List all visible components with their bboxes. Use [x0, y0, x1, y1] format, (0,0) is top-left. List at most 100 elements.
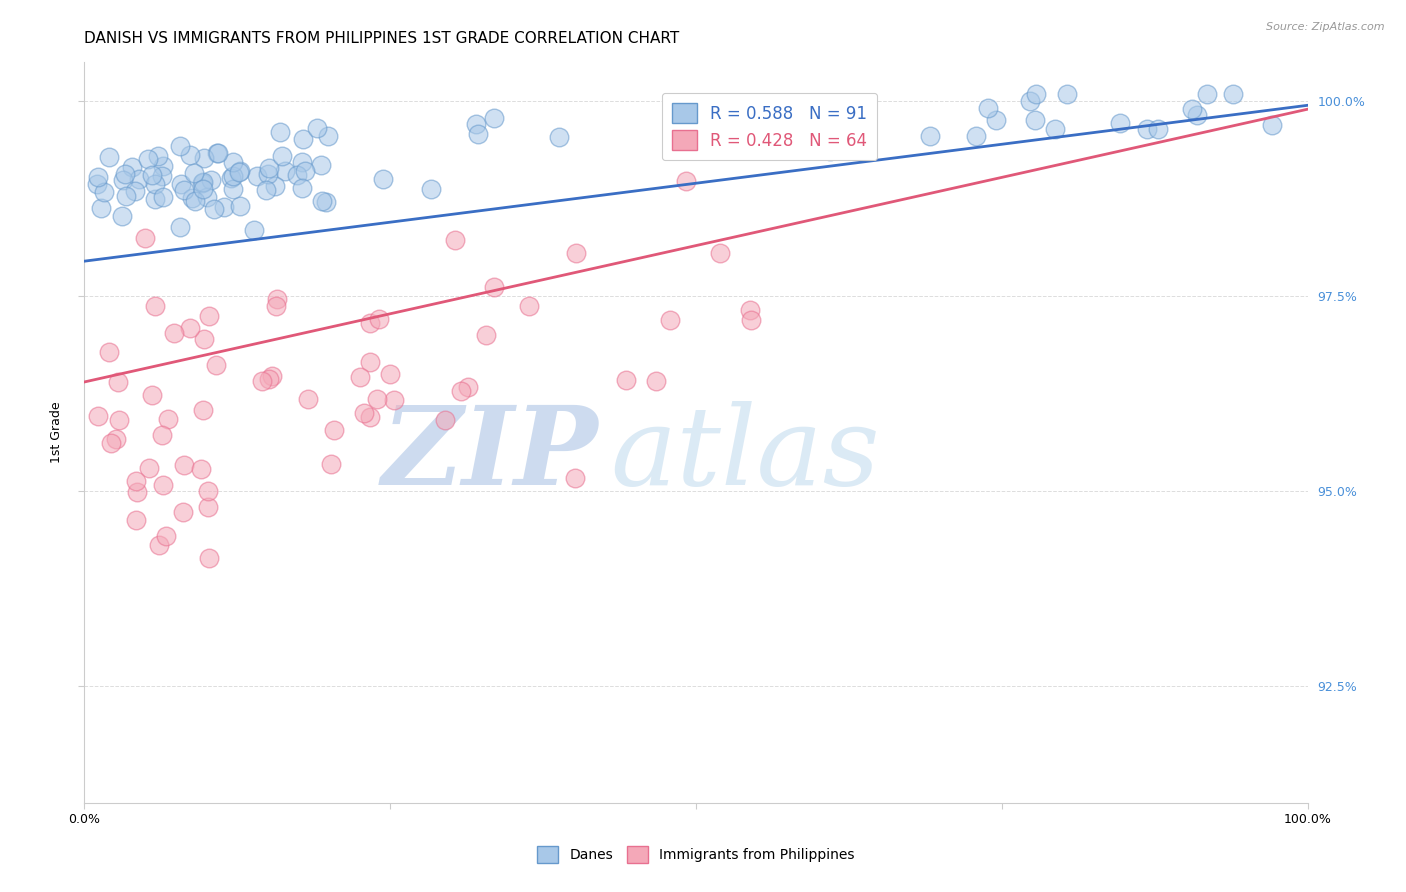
Point — [243, 223, 266, 237]
Point — [464, 117, 486, 131]
Point — [205, 145, 228, 160]
Point — [222, 181, 245, 195]
Point — [141, 388, 163, 402]
Point — [257, 161, 280, 175]
Text: Source: ZipAtlas.com: Source: ZipAtlas.com — [1267, 22, 1385, 32]
Point — [172, 505, 194, 519]
Point — [179, 321, 201, 335]
Point — [1056, 87, 1078, 101]
Point — [309, 157, 332, 171]
Point — [257, 372, 280, 386]
Point — [200, 172, 222, 186]
Point — [87, 409, 110, 423]
Point — [107, 375, 129, 389]
Point — [152, 478, 174, 492]
Point — [260, 368, 283, 383]
Point — [134, 231, 156, 245]
Point — [378, 368, 401, 382]
Point — [136, 153, 159, 167]
Point — [353, 406, 375, 420]
Point — [1181, 102, 1204, 116]
Point — [434, 412, 457, 426]
Point — [155, 529, 177, 543]
Point — [150, 428, 173, 442]
Point — [193, 332, 215, 346]
Point — [173, 458, 195, 472]
Point — [1222, 87, 1244, 101]
Point — [150, 169, 173, 183]
Point — [93, 186, 115, 200]
Point — [311, 194, 333, 208]
Point — [517, 300, 540, 314]
Point — [359, 355, 381, 369]
Point — [645, 374, 668, 388]
Point — [222, 169, 245, 184]
Point — [443, 234, 465, 248]
Point — [484, 279, 506, 293]
Point — [359, 316, 381, 330]
Point — [121, 161, 143, 175]
Point — [152, 160, 174, 174]
Point — [86, 177, 108, 191]
Point — [264, 299, 287, 313]
Point — [114, 167, 136, 181]
Point — [138, 461, 160, 475]
Point — [1136, 121, 1159, 136]
Point — [197, 500, 219, 514]
Point — [270, 149, 292, 163]
Point — [198, 550, 221, 565]
Point — [246, 169, 269, 184]
Point — [287, 168, 309, 182]
Point — [294, 164, 316, 178]
Point — [257, 167, 280, 181]
Point — [90, 202, 112, 216]
Point — [87, 170, 110, 185]
Point — [98, 345, 121, 359]
Point — [191, 175, 214, 189]
Point — [965, 129, 987, 144]
Point — [675, 174, 697, 188]
Point — [1185, 108, 1208, 122]
Point — [124, 184, 146, 198]
Point — [98, 150, 121, 164]
Point — [1260, 118, 1282, 132]
Point — [307, 121, 329, 136]
Point — [818, 144, 841, 158]
Point — [198, 309, 221, 323]
Point — [475, 328, 498, 343]
Text: atlas: atlas — [610, 401, 880, 508]
Point — [207, 145, 229, 160]
Point — [125, 484, 148, 499]
Point — [315, 195, 337, 210]
Point — [115, 188, 138, 202]
Point — [143, 178, 166, 192]
Point — [254, 182, 277, 196]
Point — [371, 172, 394, 186]
Point — [291, 155, 314, 169]
Point — [152, 190, 174, 204]
Point — [1018, 95, 1040, 109]
Point — [291, 180, 314, 194]
Point — [180, 191, 202, 205]
Point — [170, 177, 193, 191]
Point — [564, 471, 586, 485]
Point — [190, 176, 212, 190]
Point — [1025, 87, 1047, 101]
Point — [976, 101, 998, 115]
Point — [565, 245, 588, 260]
Point — [111, 209, 134, 223]
Point — [709, 245, 731, 260]
Point — [1197, 87, 1219, 101]
Point — [450, 384, 472, 398]
Point — [696, 133, 718, 147]
Point — [1043, 121, 1066, 136]
Point — [366, 392, 388, 406]
Point — [269, 124, 291, 138]
Point — [1024, 113, 1046, 128]
Point — [141, 169, 163, 183]
Point — [920, 128, 942, 143]
Point — [229, 199, 252, 213]
Point — [148, 538, 170, 552]
Point — [319, 458, 342, 472]
Point — [359, 410, 381, 425]
